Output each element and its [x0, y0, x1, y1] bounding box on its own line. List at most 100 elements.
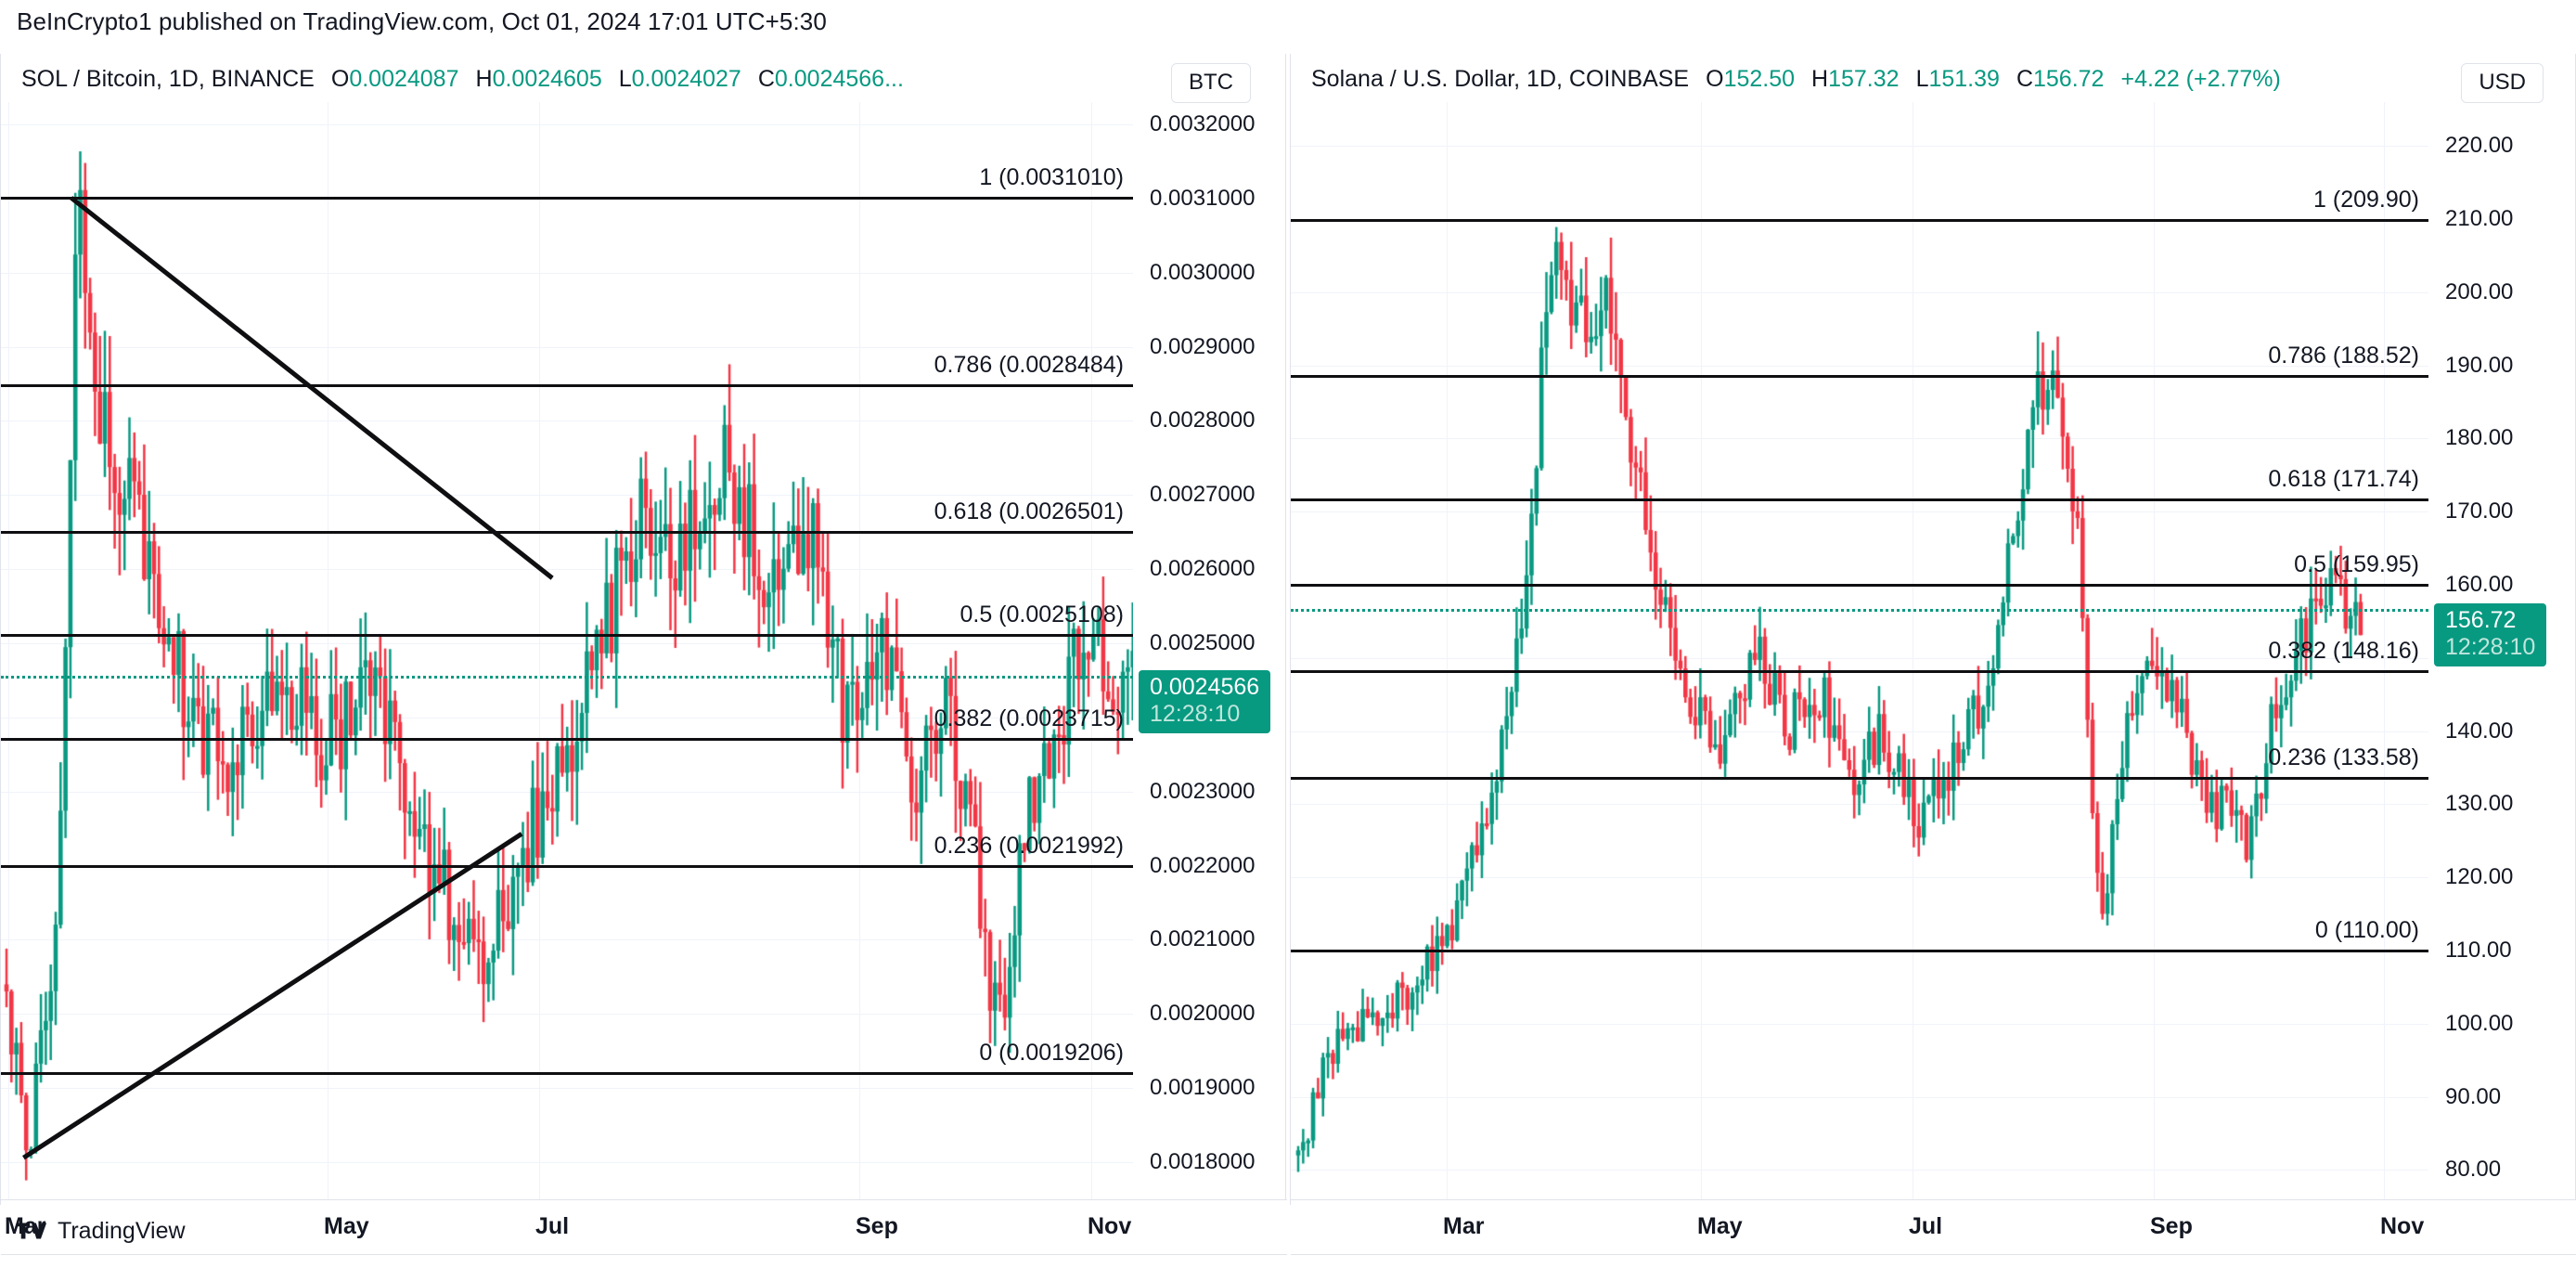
attribution-text: BeInCrypto1 published on TradingView.com… [17, 7, 827, 35]
price-tick-label: 0.0030000 [1150, 259, 1256, 285]
candlestick-series [1, 102, 1133, 1199]
last-price-time: 12:28:10 [2445, 633, 2536, 660]
fib-level-line[interactable] [1, 383, 1133, 387]
price-tick-label: 190.00 [2445, 352, 2514, 378]
time-axis-sol-usd[interactable]: Mar May Jul Sep Nov [1291, 1199, 2576, 1255]
price-tick-label: 170.00 [2445, 498, 2514, 524]
legend-high-value: 0.0024605 [492, 66, 602, 92]
price-tick-label: 0.0021000 [1150, 926, 1256, 952]
legend-low-value: 151.39 [1928, 66, 2000, 92]
fib-level-line[interactable] [1291, 670, 2428, 674]
time-tick-label: Nov [2380, 1213, 2425, 1239]
price-tick-label: 120.00 [2445, 864, 2514, 890]
time-tick-label: May [324, 1213, 369, 1239]
fib-level-label: 0.5 (159.95) [2294, 551, 2419, 578]
fib-level-line[interactable] [1, 197, 1133, 201]
time-tick-label: Mar [1443, 1213, 1485, 1239]
last-price-value: 0.0024566 [1150, 673, 1260, 700]
price-tick-label: 110.00 [2445, 938, 2512, 964]
legend-close-value: 0.0024566... [774, 66, 904, 92]
currency-unit-usd[interactable]: USD [2461, 63, 2544, 103]
price-tick-label: 0.0032000 [1150, 110, 1256, 136]
fib-level-line[interactable] [1, 531, 1133, 535]
time-tick-label: Jul [1909, 1213, 1943, 1239]
plot-area-sol-usd[interactable]: 220.00 210.00 200.00 190.00 180.00 170.00 160.… [1291, 102, 2576, 1199]
fib-level-label: 0 (110.00) [2314, 917, 2419, 944]
fib-level-line[interactable] [1291, 950, 2428, 953]
time-tick-label: Sep [856, 1213, 898, 1239]
fib-level-label: 0.382 (0.0023715) [934, 705, 1124, 731]
fib-level-label: 0.786 (188.52) [2268, 343, 2419, 369]
price-tick-label: 0.0019000 [1150, 1075, 1256, 1101]
plot-area-sol-btc[interactable]: 0.0032000 0.0031000 0.0030000 0.0029000 0.00… [1, 102, 1287, 1199]
legend-low-key: L [1915, 66, 1929, 92]
fib-level-line[interactable] [1291, 375, 2428, 379]
legend-high-key: H [1811, 66, 1829, 92]
fib-level-line[interactable] [1, 865, 1133, 869]
legend-low-value: 0.0024027 [631, 66, 741, 92]
legend-low-key: L [618, 66, 632, 92]
price-tick-label: 0.0027000 [1150, 482, 1256, 508]
legend-close-key: C [757, 66, 775, 92]
fib-level-line[interactable] [1, 634, 1133, 638]
price-tick-label: 0.0026000 [1150, 556, 1256, 582]
chart-pane-sol-usd[interactable]: Solana / U.S. Dollar, 1D, COINBASE O152.5… [1290, 54, 2576, 1255]
fib-level-label: 0.236 (0.0021992) [934, 833, 1124, 860]
price-tick-label: 220.00 [2445, 133, 2514, 159]
footer-brand: TradingView [17, 1218, 186, 1244]
last-price-value: 156.72 [2445, 606, 2517, 633]
fib-level-label: 0.618 (0.0026501) [934, 498, 1124, 525]
legend-open-value: 152.50 [1723, 66, 1796, 92]
legend-close-key: C [2016, 66, 2033, 92]
last-price-line [1291, 608, 2428, 612]
fib-level-label: 0.236 (133.58) [2268, 744, 2419, 771]
price-tick-label: 0.0023000 [1150, 778, 1256, 804]
fib-level-label: 1 (209.90) [2313, 186, 2419, 213]
chart-legend-sol-usd: Solana / U.S. Dollar, 1D, COINBASE O152.5… [1311, 65, 2281, 93]
brand-name: TradingView [58, 1218, 186, 1244]
fib-level-line[interactable] [1291, 777, 2428, 781]
fib-level-label: 1 (0.0031010) [979, 164, 1124, 191]
last-price-tag[interactable]: 0.0024566 12:28:10 [1139, 669, 1271, 733]
price-tick-label: 100.00 [2445, 1010, 2514, 1036]
price-tick-label: 0.0018000 [1150, 1149, 1256, 1175]
fib-level-line[interactable] [1, 1071, 1133, 1075]
price-tick-label: 200.00 [2445, 278, 2514, 304]
fib-level-line[interactable] [1291, 218, 2428, 222]
fib-level-line[interactable] [1, 737, 1133, 741]
fib-level-line[interactable] [1291, 498, 2428, 501]
price-tick-label: 160.00 [2445, 572, 2514, 598]
price-tick-label: 80.00 [2445, 1157, 2502, 1183]
legend-open-key: O [330, 66, 350, 92]
time-tick-label: Nov [1088, 1213, 1132, 1239]
time-tick-label: May [1697, 1213, 1743, 1239]
chart-pane-sol-btc[interactable]: SOL / Bitcoin, 1D, BINANCE O0.0024087 H0.0… [0, 54, 1287, 1255]
last-price-tag[interactable]: 156.72 12:28:10 [2434, 602, 2547, 666]
price-tick-label: 0.0020000 [1150, 1001, 1256, 1027]
price-tick-label: 0.0022000 [1150, 852, 1256, 878]
price-tick-label: 180.00 [2445, 425, 2514, 451]
price-tick-label: 0.0025000 [1150, 630, 1256, 655]
tradingview-logo-icon [17, 1223, 47, 1239]
fib-level-label: 0.618 (171.74) [2268, 465, 2419, 492]
price-tick-label: 130.00 [2445, 791, 2514, 817]
price-tick-label: 0.0028000 [1150, 408, 1256, 433]
currency-unit-btc[interactable]: BTC [1171, 63, 1251, 103]
legend-symbol[interactable]: Solana / U.S. Dollar, 1D, COINBASE [1311, 66, 1690, 92]
legend-symbol[interactable]: SOL / Bitcoin, 1D, BINANCE [21, 66, 315, 92]
fib-level-label: 0 (0.0019206) [979, 1039, 1124, 1066]
last-price-time: 12:28:10 [1150, 700, 1241, 727]
legend-high-value: 157.32 [1828, 66, 1900, 92]
price-tick-label: 0.0029000 [1150, 333, 1256, 359]
time-tick-label: Jul [535, 1213, 570, 1239]
price-tick-label: 140.00 [2445, 718, 2514, 744]
fib-level-line[interactable] [1291, 584, 2428, 588]
legend-close-value: 156.72 [2033, 66, 2105, 92]
last-price-line [1, 675, 1133, 679]
legend-change: +4.22 (+2.77%) [2120, 66, 2281, 92]
candlestick-series [1291, 102, 2428, 1199]
legend-open-key: O [1706, 66, 1724, 92]
price-tick-label: 210.00 [2445, 206, 2514, 232]
